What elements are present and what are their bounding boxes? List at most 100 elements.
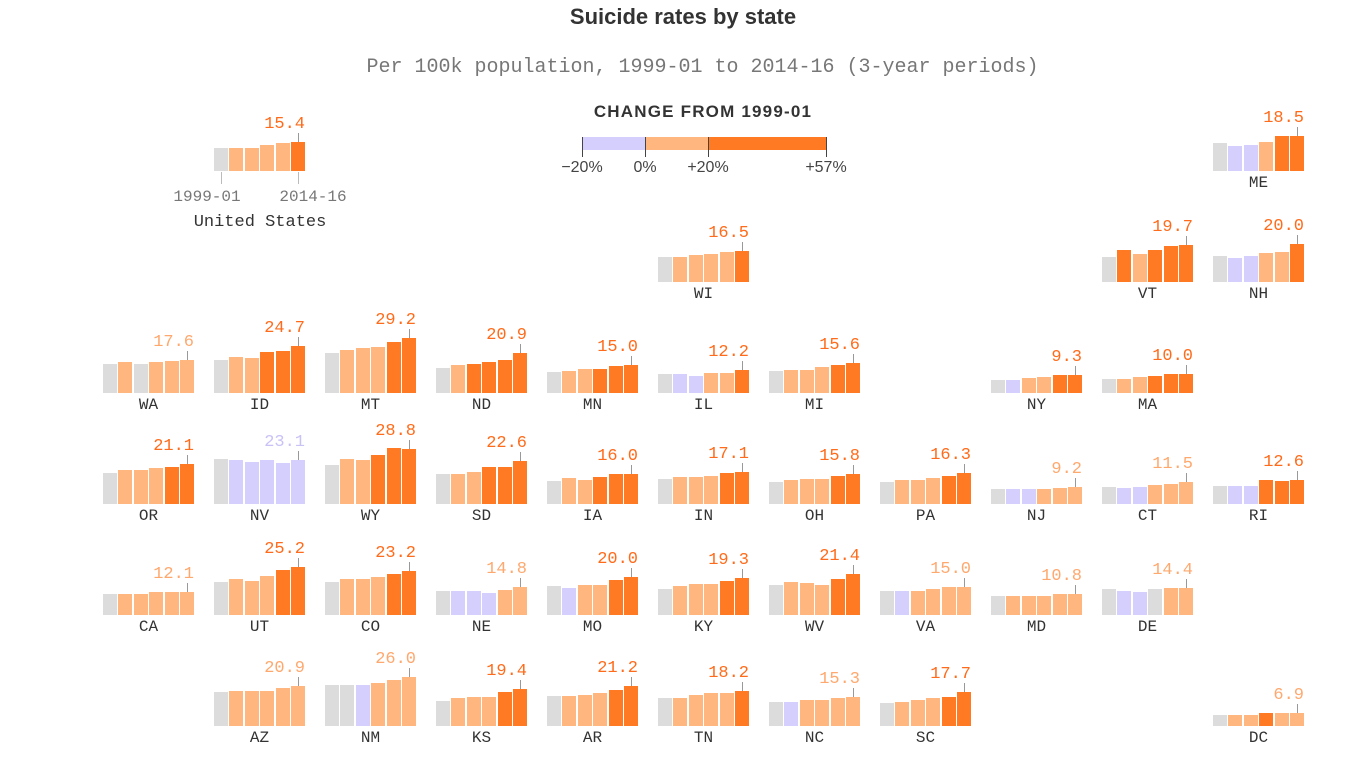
state-tile-ct: 11.5 [1102, 414, 1193, 504]
state-tile-mi: 15.6 [769, 303, 860, 393]
value-label: 6.9 [1273, 685, 1304, 705]
state-tile-nm: 26.0 [325, 636, 416, 726]
bar [846, 574, 860, 615]
bar [482, 592, 497, 615]
bar [799, 478, 814, 504]
bar [164, 466, 179, 504]
legend-segment-high [708, 137, 826, 150]
state-label: PA [915, 507, 936, 525]
legend-segment-low [645, 137, 708, 150]
bar [735, 578, 749, 615]
bar [482, 467, 497, 504]
bar [846, 363, 860, 393]
state-label: AR [582, 729, 603, 747]
bar [466, 591, 481, 615]
state-label: TN [693, 729, 714, 747]
bar [133, 469, 148, 504]
bar [325, 684, 339, 726]
bar [895, 701, 910, 726]
bar [769, 701, 783, 726]
value-tick [742, 360, 743, 370]
bar [402, 570, 416, 615]
state-label: IA [582, 507, 603, 525]
bar [260, 576, 275, 615]
bar [244, 461, 259, 504]
value-label: 19.7 [1152, 217, 1193, 237]
bar [229, 460, 244, 504]
value-label: 10.0 [1152, 347, 1193, 366]
value-tick [1075, 585, 1076, 595]
bar [1274, 712, 1289, 726]
bar [1037, 489, 1052, 504]
value-label: 15.0 [597, 337, 638, 357]
period-tick-last [298, 172, 299, 184]
legend-tick [645, 137, 646, 157]
value-label: 14.8 [486, 559, 527, 579]
state-tile-mn: 15.0 [547, 303, 638, 393]
value-tick [1186, 578, 1187, 588]
bar [547, 696, 561, 726]
bar [704, 476, 719, 504]
state-tile-ut: 25.2 [214, 525, 305, 615]
bar [608, 690, 623, 726]
state-label: NY [1026, 396, 1047, 414]
state-label: WI [693, 285, 714, 303]
bar [846, 473, 860, 504]
bar [371, 346, 386, 393]
bar [941, 586, 956, 615]
value-label: 21.2 [597, 658, 638, 678]
bar [688, 255, 703, 282]
bar [133, 593, 148, 615]
bar [1213, 143, 1227, 171]
bar [830, 475, 845, 504]
bar [815, 584, 830, 615]
bar [830, 365, 845, 393]
bar [1037, 596, 1052, 615]
bar [1102, 256, 1116, 282]
bar [214, 692, 228, 726]
value-tick [964, 577, 965, 587]
value-label: 20.0 [597, 550, 638, 569]
bar [436, 474, 450, 504]
state-label: OH [804, 507, 825, 525]
bar [355, 348, 370, 393]
bar [291, 346, 305, 393]
value-tick [409, 561, 410, 571]
bar [1179, 374, 1193, 393]
bar [673, 477, 688, 504]
value-label: 9.3 [1051, 348, 1082, 368]
state-tile-ks: 19.4 [436, 636, 527, 726]
bar [1179, 244, 1193, 282]
bar [275, 350, 290, 393]
value-label: 17.7 [930, 665, 971, 685]
state-label: AZ [249, 729, 270, 747]
value-label: 10.8 [1041, 567, 1082, 587]
bar [658, 256, 672, 282]
bar [799, 369, 814, 393]
bar [1102, 486, 1116, 504]
bar [164, 592, 179, 615]
bar [386, 679, 401, 726]
state-label: MT [360, 396, 381, 414]
value-label: 16.5 [708, 223, 749, 243]
bar [402, 676, 416, 726]
bar [244, 358, 259, 393]
bar [577, 584, 592, 615]
state-label: ID [249, 396, 270, 414]
bar [1117, 250, 1132, 282]
bar [719, 252, 734, 282]
chart-subtitle: Per 100k population, 1999-01 to 2014-16 … [366, 56, 1039, 79]
bar [229, 690, 244, 726]
bar [735, 250, 749, 282]
bar [769, 370, 783, 393]
legend-tick [708, 137, 709, 157]
value-tick [631, 464, 632, 474]
bar [118, 593, 133, 615]
value-tick [964, 464, 965, 474]
state-tile-va: 15.0 [880, 525, 971, 615]
bar [340, 349, 355, 393]
bar [941, 696, 956, 726]
value-tick [520, 452, 521, 462]
bar [593, 369, 608, 393]
bar [497, 359, 512, 393]
